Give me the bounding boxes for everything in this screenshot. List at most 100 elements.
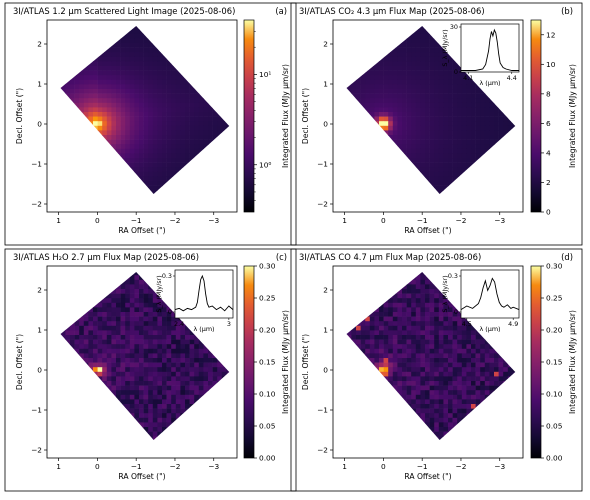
heatmap-cell (111, 339, 117, 345)
heatmap-cell (360, 75, 366, 81)
heatmap-cell (434, 135, 440, 140)
heatmap-cell (189, 84, 195, 90)
heatmap-cell (139, 307, 144, 313)
heatmap-cell (406, 98, 412, 104)
heatmap-cell (148, 107, 154, 113)
heatmap-cell (125, 66, 131, 71)
heatmap-cell (79, 93, 85, 99)
heatmap-cell (475, 148, 481, 154)
heatmap-cell (152, 167, 158, 173)
heatmap-cell (129, 121, 135, 127)
colorbar-tick-label: 8 (546, 89, 551, 98)
heatmap-cell (402, 79, 407, 85)
heatmap-cell (97, 66, 103, 71)
heatmap-cell (106, 376, 112, 382)
x-axis-label: RA Offset (") (404, 226, 451, 235)
heatmap-cell (180, 367, 186, 373)
heatmap-cell (194, 371, 200, 377)
heatmap-cell (116, 358, 121, 363)
heatmap-cell (88, 75, 94, 81)
heatmap-cell (111, 139, 117, 145)
heatmap-cell (148, 176, 154, 182)
heatmap-cell (120, 367, 126, 373)
heatmap-cell (148, 335, 154, 340)
heatmap-cell (180, 330, 186, 336)
heatmap-cell (498, 125, 504, 131)
heatmap-cell (475, 121, 481, 127)
heatmap-cell (425, 130, 430, 136)
heatmap-cell (162, 98, 167, 104)
heatmap-cell (116, 394, 121, 400)
heatmap-cell (402, 130, 407, 136)
heatmap-cell (102, 325, 108, 331)
heatmap-cell (443, 70, 449, 76)
heatmap-cell (143, 376, 149, 382)
heatmap-cell (143, 52, 149, 58)
heatmap-cell (152, 325, 158, 331)
heatmap-cell (388, 121, 394, 127)
heatmap-cell (125, 376, 131, 382)
heatmap-cell (434, 102, 440, 108)
heatmap-cell (356, 98, 361, 104)
heatmap-cell (425, 66, 430, 71)
heatmap-cell (388, 75, 394, 81)
heatmap-cell (162, 171, 167, 177)
heatmap-cell (106, 385, 112, 391)
heatmap-cell (120, 144, 126, 150)
heatmap-cell (425, 121, 430, 127)
heatmap-cell (208, 121, 213, 127)
heatmap-cell (438, 61, 444, 67)
heatmap-cell (374, 93, 380, 99)
heatmap-cell (134, 93, 140, 99)
heatmap-cell (134, 330, 140, 336)
heatmap-cell (180, 404, 186, 409)
heatmap-cell (129, 79, 135, 85)
heatmap-cell (392, 107, 398, 113)
heatmap-cell (106, 298, 112, 304)
heatmap-cell (415, 93, 421, 99)
x-tick-label: 1 (342, 216, 347, 225)
colorbar-tick-label: 0 (546, 208, 551, 217)
heatmap-cell (434, 171, 440, 177)
heatmap-cell (129, 61, 135, 67)
heatmap-cell (392, 121, 398, 127)
heatmap-cell (148, 293, 154, 299)
heatmap-cell (198, 344, 204, 350)
heatmap-cell (438, 125, 444, 131)
heatmap-cell (120, 348, 126, 354)
heatmap-cell (475, 102, 481, 108)
heatmap-cell (397, 135, 403, 140)
heatmap-cell (139, 84, 144, 90)
heatmap-cell (457, 112, 463, 117)
heatmap-cell (457, 116, 463, 122)
heatmap-cell (83, 325, 89, 331)
heatmap-cell (180, 348, 186, 354)
heatmap-cell (166, 362, 172, 368)
heatmap-cell (157, 84, 163, 90)
heatmap-cell (74, 75, 80, 81)
heatmap-cell (369, 70, 375, 76)
heatmap-cell (106, 47, 112, 53)
heatmap-cell (203, 358, 209, 363)
heatmap-cell (434, 93, 440, 99)
heatmap-cell (125, 307, 131, 313)
heatmap-cell (383, 89, 389, 94)
heatmap-cell (471, 116, 476, 122)
heatmap-cell (134, 38, 140, 44)
heatmap-cell (148, 148, 154, 154)
heatmap-cell (102, 339, 108, 345)
heatmap-cell (475, 112, 481, 117)
heatmap-cell (475, 89, 481, 94)
heatmap-cell (143, 75, 149, 81)
heatmap-cell (116, 376, 121, 382)
heatmap-cell (143, 335, 149, 340)
heatmap-cell (116, 52, 121, 58)
heatmap-cell (152, 148, 158, 154)
heatmap-cell (489, 125, 495, 131)
heatmap-cell (93, 61, 98, 67)
heatmap-cell (106, 116, 112, 122)
heatmap-cell (180, 353, 186, 359)
heatmap-cell (152, 47, 158, 53)
heatmap-cell (448, 70, 453, 76)
heatmap-cell (157, 93, 163, 99)
